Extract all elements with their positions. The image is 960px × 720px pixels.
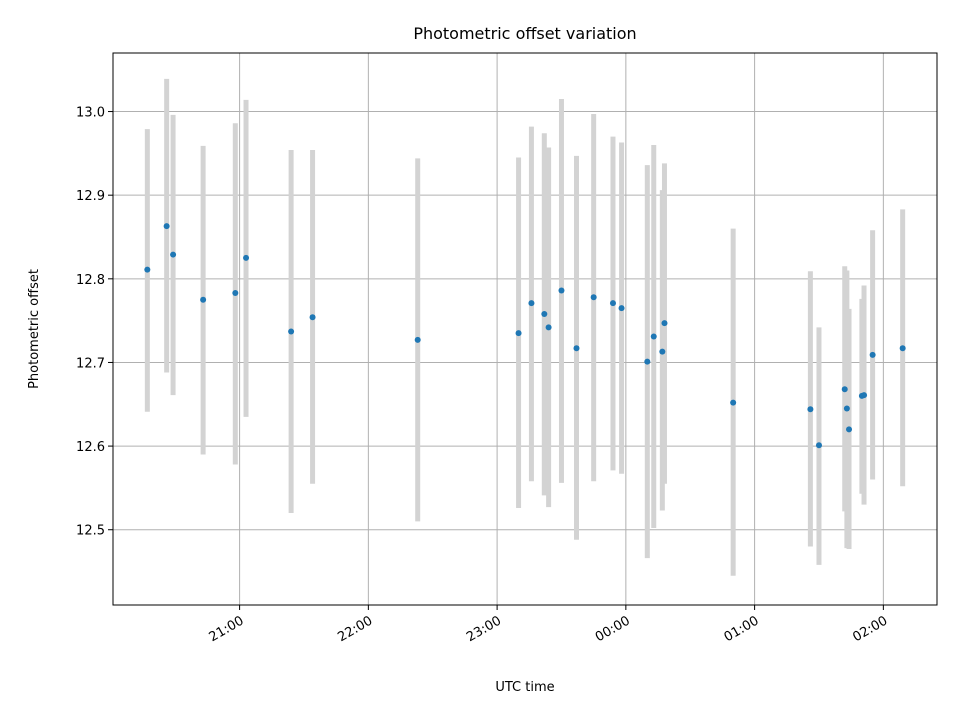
data-points — [144, 223, 906, 449]
data-point — [558, 287, 565, 294]
data-point — [232, 290, 239, 297]
y-tick-label: 12.7 — [76, 356, 105, 371]
y-tick-label: 12.8 — [76, 273, 105, 288]
data-point — [807, 406, 814, 413]
data-point — [661, 320, 668, 327]
data-point — [650, 333, 657, 340]
data-point — [618, 305, 625, 312]
chart-title: Photometric offset variation — [413, 24, 636, 43]
y-tick-label: 12.5 — [76, 524, 105, 539]
y-tick-label: 12.6 — [76, 440, 105, 455]
data-point — [515, 330, 522, 337]
y-tick-label: 13.0 — [76, 106, 105, 121]
data-point — [869, 351, 876, 358]
data-point — [659, 348, 666, 355]
data-point — [545, 324, 552, 331]
data-point — [200, 296, 207, 303]
data-point — [861, 392, 868, 399]
data-point — [843, 405, 850, 412]
data-point — [730, 399, 737, 406]
data-point — [170, 251, 177, 258]
x-axis-label: UTC time — [495, 680, 554, 695]
data-point — [841, 386, 848, 393]
y-tick-label: 12.9 — [76, 189, 105, 204]
grid — [113, 53, 937, 605]
data-point — [243, 254, 250, 261]
data-point — [414, 336, 421, 343]
data-point — [528, 300, 535, 307]
data-point — [309, 314, 316, 321]
data-point — [815, 442, 822, 449]
data-point — [644, 358, 651, 365]
y-axis-label: Photometric offset — [27, 269, 42, 389]
plot-frame — [112, 52, 938, 606]
data-point — [288, 328, 295, 335]
data-point — [846, 426, 853, 433]
data-point — [899, 345, 906, 352]
data-point — [573, 345, 580, 352]
data-point — [163, 223, 170, 230]
data-point — [590, 294, 597, 301]
data-point — [144, 266, 151, 273]
data-point — [541, 310, 548, 317]
data-point — [609, 300, 616, 307]
